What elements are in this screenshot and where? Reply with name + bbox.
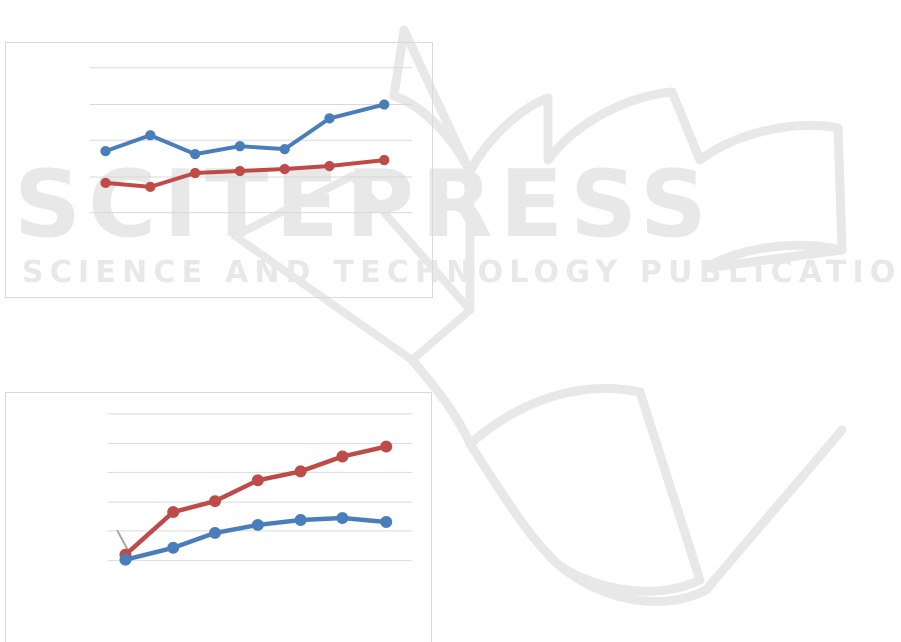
chart-top-series-blue	[100, 99, 390, 160]
chart-bottom-gridlines	[107, 413, 413, 562]
chart-top-series-red	[100, 154, 390, 193]
chart-top-canvas	[89, 67, 413, 214]
chart-bottom-series-red	[119, 440, 393, 561]
chart-bottom-series-blue	[119, 512, 393, 566]
chart-bottom-canvas	[107, 413, 413, 566]
chart-bottom	[5, 392, 432, 642]
chart-top	[5, 42, 433, 298]
